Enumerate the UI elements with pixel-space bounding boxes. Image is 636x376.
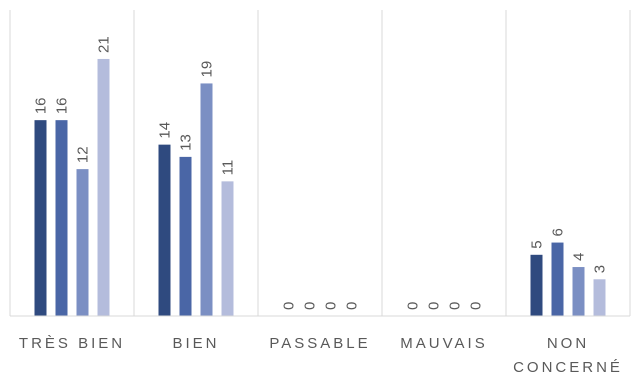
category-label: PASSABLE (269, 335, 370, 352)
data-label: 14 (157, 122, 174, 139)
data-label: 16 (54, 97, 71, 114)
bar (97, 58, 110, 317)
data-label: 0 (426, 302, 443, 310)
category-label: CONCERNÉ (513, 359, 623, 376)
data-label: 13 (178, 134, 195, 151)
bar (34, 120, 47, 316)
bar (551, 242, 564, 316)
data-label: 0 (405, 302, 422, 310)
data-label: 12 (75, 146, 92, 163)
bar (530, 254, 543, 316)
bar (572, 267, 585, 316)
data-label: 19 (199, 61, 216, 78)
bar (76, 169, 89, 316)
bar (221, 181, 234, 316)
data-label: 0 (302, 302, 319, 310)
data-label: 16 (33, 97, 50, 114)
bar (55, 120, 68, 316)
category-label: BIEN (172, 335, 219, 352)
category-separators (9, 10, 631, 316)
category-label: TRÈS BIEN (19, 335, 125, 352)
data-label: 21 (96, 36, 113, 53)
bar (179, 156, 192, 316)
bar (593, 279, 606, 316)
bar (158, 144, 171, 316)
data-label: 6 (550, 228, 567, 236)
data-label: 0 (447, 302, 464, 310)
data-label: 0 (344, 302, 361, 310)
data-label: 11 (220, 160, 237, 176)
data-label: 4 (571, 253, 588, 261)
category-labels: TRÈS BIEN BIEN PASSABLE MAUVAIS NON CONCERNÉ (19, 335, 623, 376)
bars (34, 58, 606, 317)
category-label: MAUVAIS (400, 335, 487, 352)
data-label: 0 (281, 302, 298, 310)
category-label: NON (547, 335, 589, 352)
data-label: 0 (323, 302, 340, 310)
data-label: 0 (468, 302, 485, 310)
data-label: 5 (529, 240, 546, 248)
bar (200, 83, 213, 316)
data-label: 3 (592, 265, 609, 273)
